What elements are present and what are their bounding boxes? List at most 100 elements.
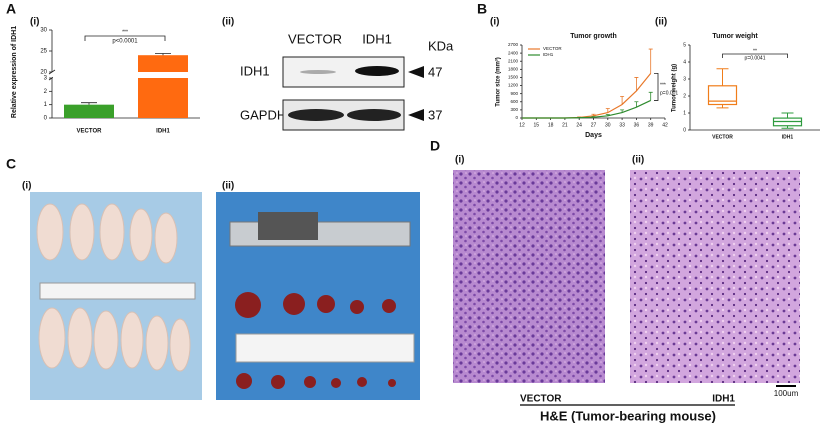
chart-title: Tumor weight <box>712 33 758 40</box>
lane-label: VECTOR <box>288 31 342 46</box>
x-axis-label: Days <box>585 132 602 139</box>
y-tick-label: 300 <box>510 107 518 112</box>
histology-image <box>630 170 800 383</box>
panel-letter: D <box>430 138 440 154</box>
y-axis-label: Tumor weight (g) <box>672 64 678 112</box>
y-axis-label: Relative expression of IDH1 <box>11 26 18 118</box>
error-bar <box>591 116 596 118</box>
caliper <box>229 221 411 247</box>
sub-label: (i) <box>30 17 39 28</box>
error-bar <box>648 91 653 101</box>
y-tick-label: 4 <box>683 59 686 65</box>
panel-letter: A <box>6 1 16 17</box>
y-tick-label: 3 <box>683 76 686 82</box>
unit-label: KDa <box>428 38 454 53</box>
y-axis-label: Tumor size (mm³) <box>495 57 502 107</box>
sub-label: (ii) <box>655 17 667 28</box>
error-bar <box>605 108 610 113</box>
x-tick-label: 39 <box>648 122 654 128</box>
y-tick-label: 2100 <box>508 58 519 63</box>
whisker <box>716 68 729 109</box>
y-tick-label: 2700 <box>508 42 519 47</box>
y-tick-label: 0 <box>683 127 686 133</box>
photo-mice <box>30 192 202 400</box>
box <box>707 85 738 106</box>
ruler <box>39 282 196 300</box>
x-tick-label: 24 <box>576 122 582 128</box>
annotation: p<0.0001 <box>112 39 138 45</box>
annotation: p=0.0041 <box>745 55 766 61</box>
error-bar <box>620 109 625 113</box>
western-blot: VECTOR IDH1 KDa IDH1 47 GAPDH 37 <box>240 31 454 131</box>
bar <box>138 55 188 118</box>
chart-title: Tumor growth <box>570 33 617 40</box>
annotation: *** <box>660 82 666 88</box>
x-tick-label: 27 <box>591 122 597 128</box>
sub-label: (ii) <box>632 155 644 166</box>
lane-label: IDH1 <box>362 31 392 46</box>
error-bar <box>634 77 639 91</box>
error-bar <box>648 48 653 74</box>
line <box>522 99 651 119</box>
legend-label: IDH1 <box>543 52 554 57</box>
sub-label: (ii) <box>222 17 234 28</box>
annotation: *** <box>122 29 128 35</box>
sub-label: (i) <box>490 17 499 28</box>
x-tick-label: 42 <box>662 122 668 128</box>
group-label: VECTOR <box>520 394 562 405</box>
y-tick-label: 20 <box>40 70 47 76</box>
ruler <box>235 333 415 363</box>
x-tick-label: 33 <box>619 122 625 128</box>
sub-label: (i) <box>455 155 464 166</box>
x-tick-label: VECTOR <box>712 134 733 140</box>
significance-bracket <box>722 53 788 58</box>
whisker <box>781 112 794 129</box>
y-tick-label: 1 <box>44 102 48 108</box>
panel-letter: C <box>6 156 16 172</box>
x-tick-label: VECTOR <box>77 129 103 135</box>
significance-bracket <box>84 35 166 41</box>
y-tick-label: 0 <box>515 115 518 120</box>
x-tick-label: IDH1 <box>782 134 794 140</box>
y-tick-label: 5 <box>683 42 686 48</box>
protein-label: GAPDH <box>240 107 286 122</box>
scale-label: 100um <box>774 389 799 398</box>
panel-letter: B <box>477 1 487 17</box>
x-tick-label: 30 <box>605 122 611 128</box>
line <box>522 73 652 119</box>
sub-label: (ii) <box>222 181 234 192</box>
y-tick-label: 1200 <box>508 83 519 88</box>
error-bar <box>605 114 610 116</box>
y-tick-label: 2400 <box>508 50 519 55</box>
y-tick-label: 30 <box>40 28 47 34</box>
y-tick-label: 900 <box>510 91 518 96</box>
y-tick-label: 600 <box>510 99 518 104</box>
x-tick-label: 36 <box>634 122 640 128</box>
x-tick-label: 12 <box>519 122 525 128</box>
significance-bracket <box>654 72 659 101</box>
histology-image <box>453 170 605 383</box>
y-tick-label: 1 <box>683 110 686 116</box>
x-tick-label: 18 <box>548 122 554 128</box>
size-label: 37 <box>428 107 442 122</box>
annotation: ** <box>753 48 757 54</box>
band <box>347 109 401 121</box>
error-bar <box>620 95 625 105</box>
band <box>300 70 336 74</box>
y-tick-label: 3 <box>44 76 48 82</box>
annotation: p=0.001 <box>660 90 678 96</box>
error-bar <box>155 53 171 56</box>
error-bar <box>591 113 596 116</box>
protein-label: IDH1 <box>240 63 270 78</box>
band <box>288 109 344 121</box>
arrow <box>408 66 424 78</box>
y-tick-label: 25 <box>40 49 47 55</box>
caliper-display <box>258 212 318 240</box>
x-tick-label: 15 <box>534 122 540 128</box>
arrow <box>408 109 424 121</box>
error-bar <box>634 101 639 108</box>
y-tick-label: 2 <box>683 93 686 99</box>
size-label: 47 <box>428 64 442 79</box>
sub-label: (i) <box>22 181 31 192</box>
